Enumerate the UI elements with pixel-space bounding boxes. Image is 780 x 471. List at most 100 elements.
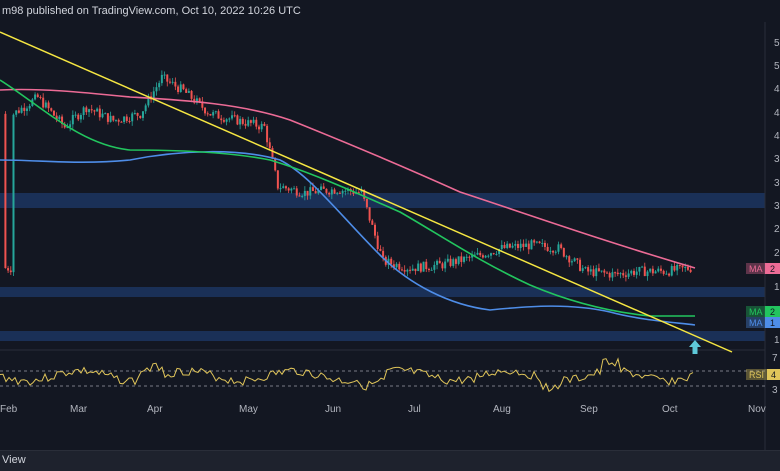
candle-body bbox=[12, 114, 15, 273]
rsi-tick: 3 bbox=[772, 385, 778, 396]
candle-body bbox=[39, 96, 42, 98]
resistance-zone-upper bbox=[0, 193, 765, 208]
candle-body bbox=[684, 266, 687, 268]
ma-medium-tag-value: 1 bbox=[770, 318, 775, 328]
candle-body bbox=[160, 74, 163, 84]
candle-body bbox=[123, 116, 126, 123]
candle-body bbox=[185, 89, 188, 93]
candle-body bbox=[492, 253, 495, 255]
candle-body bbox=[325, 188, 328, 193]
candle-body bbox=[659, 268, 662, 271]
candle-body bbox=[15, 110, 18, 115]
candle-body bbox=[252, 119, 255, 123]
candle-body bbox=[82, 107, 85, 116]
rsi-tag-name: RSI bbox=[749, 370, 764, 380]
candle-body bbox=[44, 102, 47, 108]
candle-body bbox=[34, 94, 37, 100]
candle-body bbox=[374, 224, 376, 236]
candle-body bbox=[460, 256, 463, 262]
candle-body bbox=[328, 192, 331, 195]
candle-body bbox=[306, 190, 309, 196]
candle-body bbox=[365, 198, 368, 208]
candle-body bbox=[336, 192, 339, 194]
candle-body bbox=[139, 115, 142, 118]
candle-body bbox=[427, 269, 430, 271]
candle-body bbox=[158, 83, 161, 88]
candle-body bbox=[249, 120, 252, 123]
candle-body bbox=[471, 254, 474, 258]
candle-body bbox=[425, 261, 428, 270]
price-tick: 2 bbox=[774, 248, 780, 259]
candle-body bbox=[554, 251, 557, 253]
candle-body bbox=[109, 115, 112, 122]
price-tick: 1 bbox=[774, 282, 780, 293]
candle-body bbox=[352, 191, 355, 194]
candle-body bbox=[90, 109, 93, 111]
time-tick-aug: Aug bbox=[493, 404, 511, 415]
candle-body bbox=[651, 268, 654, 274]
candle-body bbox=[681, 265, 684, 268]
candle-body bbox=[670, 266, 673, 276]
ma-long-tag[interactable]: MA 2 bbox=[746, 263, 780, 274]
candle-body bbox=[214, 111, 217, 113]
candle-body bbox=[484, 255, 487, 258]
candle-body bbox=[417, 263, 420, 272]
footer-bar: View bbox=[0, 450, 780, 471]
candle-body bbox=[678, 265, 681, 267]
ma-short-tag[interactable]: MA 2 bbox=[746, 306, 780, 317]
candle-body bbox=[182, 84, 185, 90]
candle-body bbox=[608, 272, 611, 278]
candle-body bbox=[274, 158, 277, 171]
candle-body bbox=[209, 113, 212, 116]
ma-long-tag-value: 2 bbox=[770, 264, 775, 274]
price-tick: 3 bbox=[774, 178, 780, 189]
candle-body bbox=[330, 189, 333, 195]
candle-body bbox=[290, 188, 293, 191]
candle-body bbox=[152, 91, 155, 100]
price-tick: 5 bbox=[774, 38, 780, 49]
candle-body bbox=[298, 195, 301, 197]
candle-body bbox=[406, 269, 409, 272]
candle-body bbox=[47, 102, 50, 109]
ma-medium-tag[interactable]: MA 1 bbox=[746, 317, 780, 328]
ma-short-tag-name: MA bbox=[749, 307, 763, 317]
candle-body bbox=[662, 270, 665, 274]
candle-body bbox=[309, 187, 312, 196]
candle-body bbox=[635, 271, 638, 275]
candle-body bbox=[511, 245, 514, 248]
candle-body bbox=[206, 113, 209, 115]
ma-medium-tag-name: MA bbox=[749, 318, 763, 328]
candle-body bbox=[311, 187, 314, 192]
candle-body bbox=[452, 259, 455, 266]
candle-body bbox=[419, 263, 422, 272]
candle-body bbox=[411, 268, 414, 271]
candle-body bbox=[476, 252, 479, 255]
candle-body bbox=[530, 240, 533, 250]
time-axis[interactable]: Feb Mar Apr May Jun Jul Aug Sep Oct Nov bbox=[0, 404, 766, 415]
candle-body bbox=[128, 120, 131, 122]
time-tick-nov: Nov bbox=[748, 404, 766, 415]
candle-body bbox=[168, 81, 171, 83]
candle-body bbox=[422, 261, 425, 272]
candle-body bbox=[101, 113, 104, 118]
candle-body bbox=[52, 110, 55, 116]
time-tick-may: May bbox=[239, 404, 258, 415]
candle-body bbox=[155, 87, 158, 92]
candle-body bbox=[516, 243, 519, 248]
candle-body bbox=[630, 270, 633, 274]
candle-body bbox=[606, 272, 609, 274]
candle-body bbox=[69, 124, 72, 128]
candle-body bbox=[220, 118, 223, 121]
candle-body bbox=[479, 252, 482, 256]
candle-body bbox=[17, 110, 20, 113]
candle-body bbox=[616, 272, 619, 275]
candle-body bbox=[241, 118, 244, 124]
candle-body bbox=[495, 253, 498, 255]
price-axis[interactable]: 5 5 4 4 4 3 3 3 2 2 1 1 1 bbox=[774, 38, 780, 346]
candle-body bbox=[217, 111, 220, 119]
candle-body bbox=[50, 108, 53, 111]
price-chart[interactable]: 5 5 4 4 4 3 3 3 2 2 1 1 1 MA 2 MA 2 MA 1… bbox=[0, 0, 780, 450]
rsi-tag[interactable]: RSI 4 bbox=[746, 369, 780, 380]
publisher-text: m98 published on TradingView.com, Oct 10… bbox=[2, 5, 301, 17]
price-tick: 3 bbox=[774, 154, 780, 165]
